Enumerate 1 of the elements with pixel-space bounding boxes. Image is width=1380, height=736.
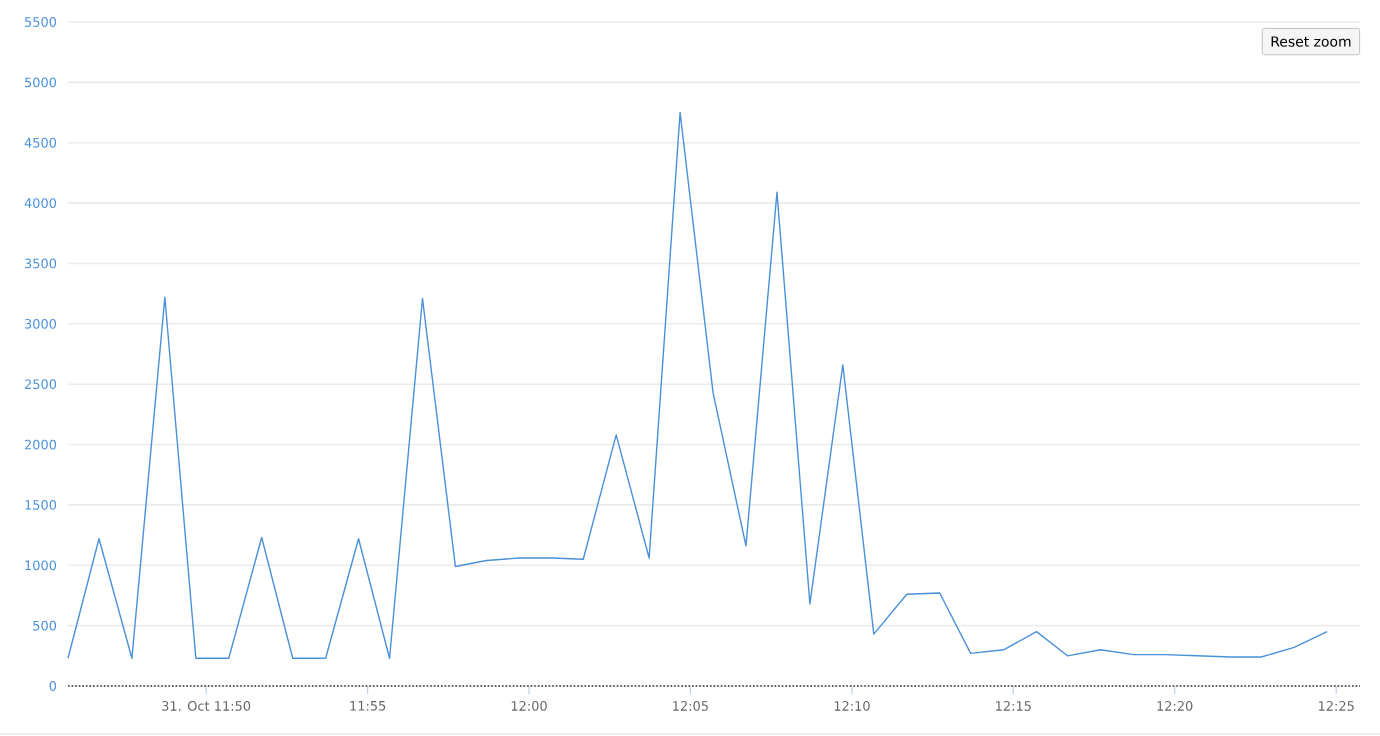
line-series	[67, 111, 1328, 659]
